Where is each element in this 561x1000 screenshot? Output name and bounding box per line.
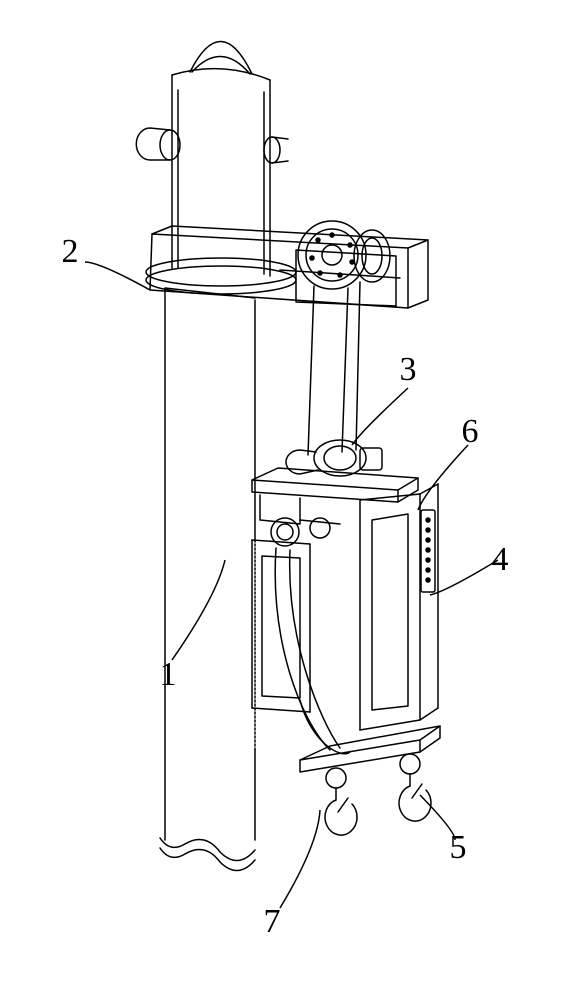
leader-line — [172, 560, 225, 660]
belts — [308, 282, 360, 455]
callouts: 1 2 3 4 5 6 7 — [62, 233, 509, 940]
column — [160, 288, 255, 871]
callout-label-2: 2 — [62, 233, 79, 270]
callout-label-5: 5 — [450, 829, 467, 866]
outer-frame — [300, 484, 440, 772]
callout-label-3: 3 — [400, 351, 417, 388]
pulley-large — [298, 221, 366, 289]
carriage — [252, 440, 440, 772]
leader-line — [352, 388, 408, 445]
leader-line — [85, 262, 150, 290]
hydrant — [136, 41, 296, 294]
hoses — [275, 548, 350, 754]
control-panel — [421, 510, 435, 592]
drawing — [136, 41, 440, 870]
hook-left — [325, 768, 357, 835]
motor — [286, 440, 382, 476]
leader-line — [430, 560, 498, 595]
callout-label-7: 7 — [264, 903, 281, 940]
top-bracket — [150, 221, 428, 308]
leader-line — [280, 810, 320, 908]
leader-line — [418, 445, 468, 510]
callout-label-1: 1 — [160, 656, 177, 693]
callout-label-4: 4 — [492, 541, 509, 578]
hook-right — [399, 754, 431, 821]
technical-figure: 1 2 3 4 5 6 7 — [0, 0, 561, 1000]
callout-label-6: 6 — [462, 413, 479, 450]
hooks — [325, 754, 431, 835]
